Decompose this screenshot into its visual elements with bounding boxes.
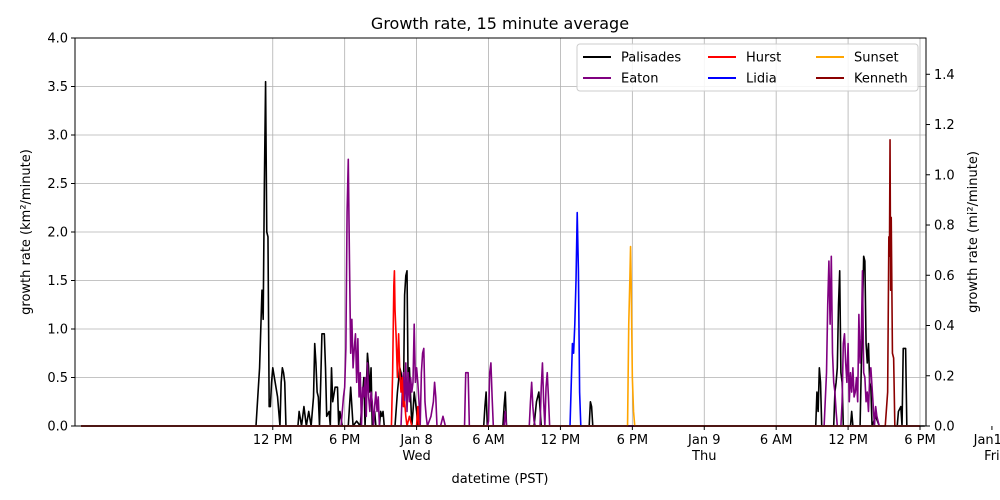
x-tick-label: 12 PM xyxy=(828,433,868,448)
y-axis-right: 0.0 0.2 0.4 0.6 0.8 1.0 1.2 1.4 xyxy=(926,68,955,435)
x-tick-label: 6 AM xyxy=(472,433,505,448)
legend-label-eaton: Eaton xyxy=(621,72,658,87)
legend-label-lidia: Lidia xyxy=(746,72,777,87)
y-tick-label: 3.5 xyxy=(47,80,68,95)
series-line-eaton xyxy=(80,158,921,427)
y-axis-title: growth rate (km²/minute) xyxy=(19,149,34,315)
legend-label-palisades: Palisades xyxy=(621,51,681,66)
x-tick-label: 12 PM xyxy=(541,433,581,448)
y2-tick-label: 1.4 xyxy=(934,68,955,83)
series-line-sunset xyxy=(80,245,921,427)
y-tick-label: 0.0 xyxy=(47,420,68,435)
x-tick-label: 6 AM xyxy=(760,433,793,448)
y-tick-label: 0.5 xyxy=(47,371,68,386)
chart-title: Growth rate, 15 minute average xyxy=(371,14,629,33)
x-tick-label: 12 PM xyxy=(253,433,293,448)
legend-label-hurst: Hurst xyxy=(746,51,781,66)
x-tick-label: 6 PM xyxy=(904,433,935,448)
x-tick-label: Jan 9 Thu xyxy=(687,433,720,464)
x-tick-label: 6 PM xyxy=(329,433,360,448)
x-axis: 12 PM 6 PM Jan 8 Wed 6 AM 12 PM 6 PM Jan 9 Thu 6 … xyxy=(253,426,1000,464)
y2-tick-label: 0.4 xyxy=(934,319,955,334)
x-tick-label: Jan 8 Wed xyxy=(399,433,432,464)
legend-label-sunset: Sunset xyxy=(854,51,899,66)
y-tick-label: 1.0 xyxy=(47,323,68,338)
y-tick-label: 2.0 xyxy=(47,226,68,241)
y2-tick-label: 1.0 xyxy=(934,168,955,183)
y2-tick-label: 0.0 xyxy=(934,420,955,435)
y2-tick-label: 1.2 xyxy=(934,118,955,133)
y-tick-label: 1.5 xyxy=(47,274,68,289)
legend: Palisades Eaton Hurst Lidia Sunset Kenneth xyxy=(576,43,919,92)
y-tick-label: 2.5 xyxy=(47,177,68,192)
y2-tick-label: 0.2 xyxy=(934,369,955,384)
y-tick-label: 4.0 xyxy=(47,32,68,47)
x-axis-title: datetime (PST) xyxy=(452,472,549,487)
y2-tick-label: 0.8 xyxy=(934,219,955,234)
x-tick-label: 6 PM xyxy=(617,433,648,448)
y2-axis-title: growth rate (mi²/minute) xyxy=(966,151,981,313)
x-tick-label: Jan10Fri xyxy=(973,433,1000,464)
y-tick-label: 3.0 xyxy=(47,129,68,144)
y2-tick-label: 0.6 xyxy=(934,269,955,284)
legend-label-kenneth: Kenneth xyxy=(854,72,908,87)
legend-box xyxy=(576,43,919,92)
y-axis-left: 0.0 0.5 1.0 1.5 2.0 2.5 3.0 3.5 4.0 xyxy=(47,32,75,435)
